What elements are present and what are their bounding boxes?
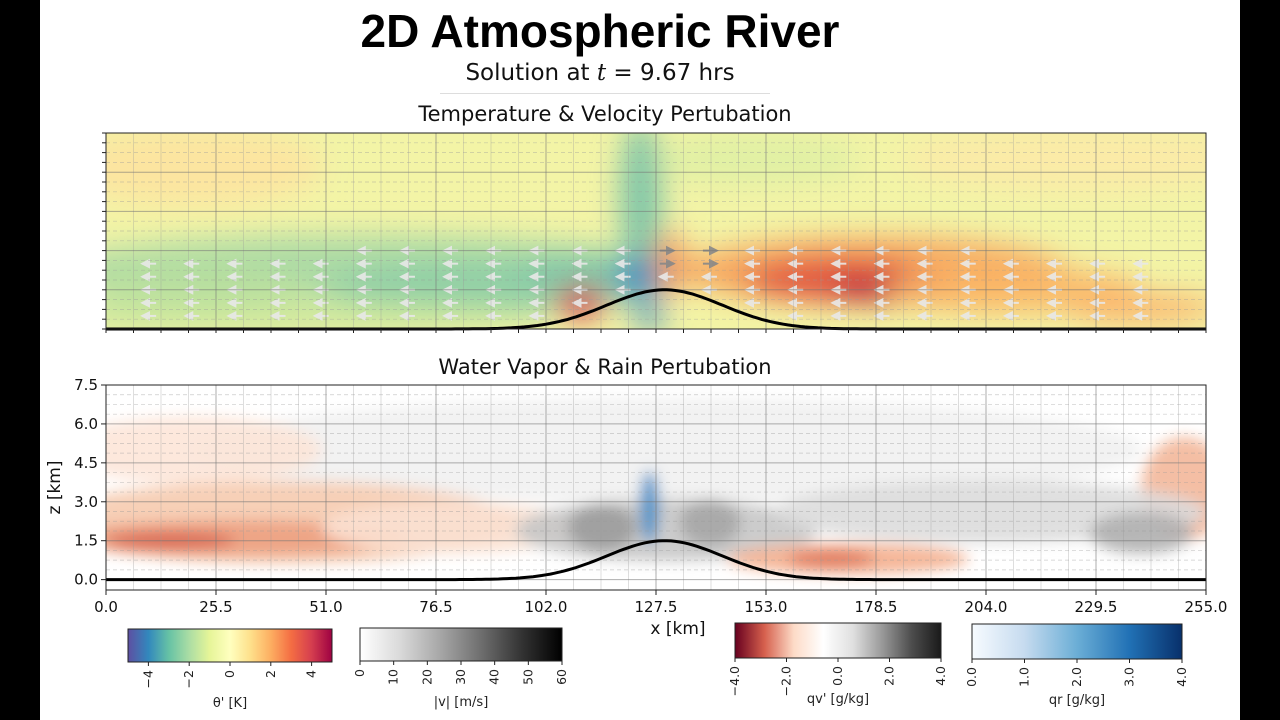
y-tick-label: 1.5 xyxy=(74,532,98,550)
y-axis-ticks: 0.0 1.5 3.0 4.5 6.0 7.5 xyxy=(74,376,106,589)
colorbar-tick-label: 3.0 xyxy=(1122,667,1137,687)
x-axis-label: x [km] xyxy=(650,619,705,639)
cool-patch xyxy=(645,133,861,186)
x-axis-ticks: 0.0 25.5 51.0 76.5 102.0 127.5 153.0 178.5 204.0… xyxy=(94,590,1227,616)
temperature-grid xyxy=(105,132,1207,330)
colorbar-tick-label: 40 xyxy=(487,669,502,685)
temperature-panel-title: Temperature & Velocity Pertubation xyxy=(418,102,792,126)
moist-upper xyxy=(106,416,322,484)
subtitle-rule xyxy=(440,93,770,94)
x-tick-label: 127.5 xyxy=(635,598,678,616)
colorbar-label: qv' [g/kg] xyxy=(807,692,869,707)
colorbar-tick-label: 30 xyxy=(453,669,468,685)
colorbar-tick-label: 0.0 xyxy=(964,667,979,687)
warm-patch xyxy=(106,133,322,207)
colorbar-tick-label: −4 xyxy=(140,670,155,688)
vapor-grid xyxy=(105,384,1207,590)
colorbar-tick-label: 4 xyxy=(304,670,319,678)
crest-cool xyxy=(632,308,667,329)
x-tick-label: 51.0 xyxy=(309,598,342,616)
colorbar-tick-label: 4.0 xyxy=(933,666,948,686)
vapor-terrain-line xyxy=(106,539,1206,582)
x-tick-label: 178.5 xyxy=(855,598,898,616)
rain-shaft xyxy=(640,470,660,544)
colorbars: −4 −2 0 2 4θ' [K]0 10 20 30 40 50 60|v| [m/s]−4.0−… xyxy=(127,622,1189,711)
colorbar-tick-label: 10 xyxy=(386,669,401,685)
colorbar-tick-label: −2 xyxy=(181,670,196,688)
x-tick-label: 255.0 xyxy=(1185,598,1228,616)
subtitle-time-variable: t xyxy=(596,60,607,86)
colorbar-tick-label: 4.0 xyxy=(1174,667,1189,687)
colorbar-tick-label: 1.0 xyxy=(1017,667,1032,687)
vapor-rain-panel: 0.0 25.5 51.0 76.5 102.0 127.5 153.0 178.5 204.0… xyxy=(45,376,1227,639)
y-tick-label: 3.0 xyxy=(74,493,98,511)
colorbar-bar xyxy=(971,623,1183,660)
colorbar-tick-label: 0 xyxy=(222,670,237,678)
y-tick-label: 4.5 xyxy=(74,454,98,472)
qr-colorbar: 0.0 1.0 2.0 3.0 4.0 qr [g/kg] xyxy=(964,623,1189,708)
vapor-field xyxy=(106,385,1206,590)
plume xyxy=(619,133,663,277)
y-axis-label: z [km] xyxy=(45,461,65,515)
colorbar-label: qr [g/kg] xyxy=(1049,693,1105,708)
y-tick-label: 6.0 xyxy=(74,415,98,433)
temperature-ticks xyxy=(102,132,1207,333)
colorbar-tick-label: 2.0 xyxy=(882,666,897,686)
x-tick-label: 76.5 xyxy=(419,598,452,616)
colorbar-bar xyxy=(734,622,942,659)
subtitle: Solution at t = 9.67 hrs xyxy=(0,60,1200,86)
y-tick-label: 7.5 xyxy=(74,376,98,394)
vapor-core xyxy=(567,504,637,552)
slide xyxy=(40,0,1240,720)
colorbar-tick-label: 0 xyxy=(352,669,367,677)
lee-dry-core xyxy=(787,549,874,568)
x-tick-label: 25.5 xyxy=(199,598,232,616)
vapor-core xyxy=(679,499,741,546)
colorbar-tick-label: 2 xyxy=(263,670,278,678)
vapor-core xyxy=(1089,512,1194,554)
colorbar-bar xyxy=(359,627,563,662)
main-title: 2D Atmospheric River xyxy=(360,5,840,57)
colorbar-tick-label: −2.0 xyxy=(779,666,794,696)
cool-band xyxy=(106,261,301,314)
subtitle-value: = 9.67 hrs xyxy=(606,60,735,86)
speed-colorbar: 0 10 20 30 40 50 60 |v| [m/s] xyxy=(352,627,569,710)
colorbar-tick-label: 2.0 xyxy=(1069,667,1084,687)
colorbar-tick-label: 50 xyxy=(520,669,535,685)
subtitle-prefix: Solution at xyxy=(465,60,597,86)
colorbar-tick-label: 20 xyxy=(419,669,434,685)
cool-core xyxy=(515,255,646,288)
x-tick-label: 229.5 xyxy=(1075,598,1118,616)
x-tick-label: 102.0 xyxy=(525,598,568,616)
warm-patch xyxy=(904,133,1206,191)
vapor-panel-title: Water Vapor & Rain Pertubation xyxy=(438,355,772,379)
colorbar-label: |v| [m/s] xyxy=(434,695,489,710)
colorbar-tick-label: 60 xyxy=(554,669,569,685)
colorbar-tick-label: −4.0 xyxy=(727,666,742,696)
colorbar-bar xyxy=(127,628,333,663)
theta-colorbar: −4 −2 0 2 4 θ' [K] xyxy=(127,628,333,711)
x-tick-label: 0.0 xyxy=(94,598,118,616)
colorbar-tick-label: 0.0 xyxy=(830,666,845,686)
y-tick-label: 0.0 xyxy=(74,571,98,589)
colorbar-label: θ' [K] xyxy=(213,696,247,711)
x-tick-label: 153.0 xyxy=(745,598,788,616)
temperature-velocity-panel xyxy=(102,132,1207,333)
qv-colorbar: −4.0 −2.0 0.0 2.0 4.0 qv' [g/kg] xyxy=(727,622,948,707)
x-tick-label: 204.0 xyxy=(965,598,1008,616)
